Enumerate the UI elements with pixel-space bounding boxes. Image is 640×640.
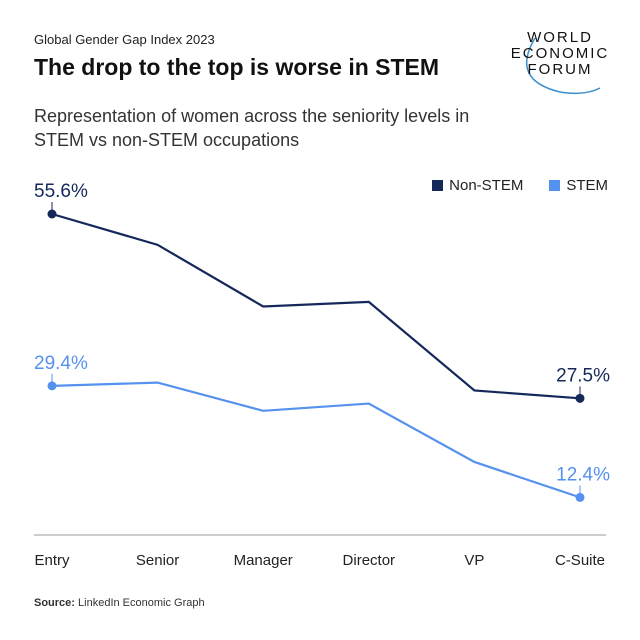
logo-arc [526, 37, 601, 95]
chart-subtitle: Representation of women across the senio… [34, 106, 470, 150]
source-text: LinkedIn Economic Graph [74, 597, 205, 609]
legend: Non-STEM STEM [432, 177, 608, 194]
data-point [575, 393, 585, 403]
data-label: 12.4% [556, 464, 610, 485]
legend-label: Non-STEM [449, 177, 524, 194]
x-tick-label: Entry [34, 552, 70, 569]
x-tick-label: VP [464, 552, 484, 569]
series-line-stem [51, 381, 581, 499]
legend-swatch [549, 180, 561, 191]
data-point [47, 209, 57, 219]
x-tick-label: C-Suite [555, 552, 605, 569]
series-line-non-stem [51, 212, 581, 400]
supertitle: Global Gender Gap Index 2023 [34, 32, 215, 47]
wef-logo: WORLD ECONOMIC FORUM [505, 29, 615, 95]
data-label: 55.6% [34, 181, 88, 202]
x-tick-label: Senior [136, 552, 179, 569]
legend-item-stem: STEM [549, 177, 608, 194]
data-label: 29.4% [34, 353, 88, 374]
chart-title: The drop to the top is worse in STEM [34, 54, 440, 80]
x-tick-label: Manager [234, 552, 293, 569]
data-label: 27.5% [556, 365, 610, 386]
logo-text: WORLD ECONOMIC FORUM [510, 29, 610, 78]
legend-label: STEM [566, 177, 608, 194]
legend-swatch [432, 180, 444, 191]
source-note: Source: LinkedIn Economic Graph [34, 597, 205, 609]
source-label: Source: [34, 597, 75, 609]
data-point [47, 381, 57, 391]
data-point [575, 492, 585, 502]
x-tick-label: Director [343, 552, 396, 569]
legend-item-non-stem: Non-STEM [432, 177, 523, 194]
